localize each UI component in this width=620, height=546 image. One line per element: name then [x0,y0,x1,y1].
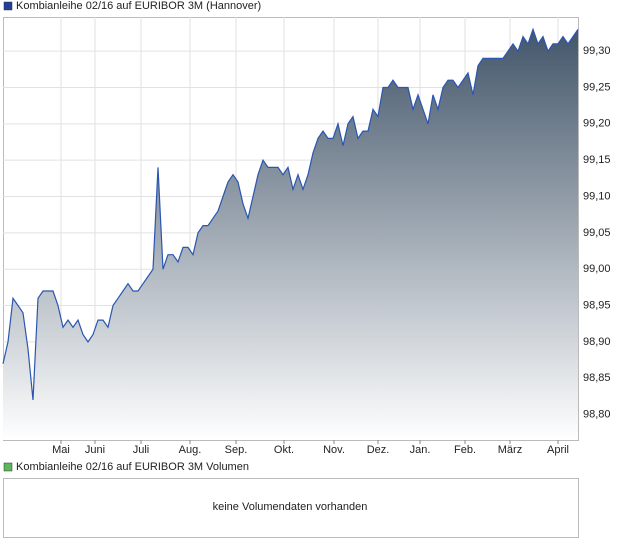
x-tick-label: Juli [133,444,150,456]
legend-swatch [3,1,13,11]
y-tick-label: 99,15 [583,154,611,166]
x-tick-label: Dez. [367,444,390,456]
y-tick-label: 99,20 [583,118,611,130]
x-tick-label: Jan. [410,444,431,456]
legend-label: Kombianleihe 02/16 auf EURIBOR 3M (Hanno… [16,0,261,12]
y-tick-label: 99,30 [583,45,611,57]
x-tick-label: März [498,444,522,456]
y-tick-label: 98,95 [583,299,611,311]
area [3,29,578,441]
legend-swatch [3,462,13,472]
x-tick-label: Mai [52,444,70,456]
x-tick-label: Nov. [323,444,345,456]
y-tick-label: 99,25 [583,81,611,93]
y-tick-label: 98,90 [583,336,611,348]
y-tick-label: 98,85 [583,372,611,384]
x-tick-label: Juni [85,444,105,456]
line [2,27,579,401]
y-tick-label: 99,00 [583,263,611,275]
y-tick-label: 99,05 [583,227,611,239]
y-tick-label: 98,80 [583,408,611,420]
legend-label: Kombianleihe 02/16 auf EURIBOR 3M Volume… [16,461,249,473]
x-tick-label: Aug. [179,444,202,456]
x-tick-label: April [547,444,569,456]
x-tick-label: Okt. [274,444,294,456]
y-tick-label: 99,10 [583,190,611,202]
x-tick-label: Sep. [225,444,248,456]
empty-message: keine Volumendaten vorhanden [213,501,368,513]
volume-frame [3,478,579,538]
x-tick-label: Feb. [454,444,476,456]
